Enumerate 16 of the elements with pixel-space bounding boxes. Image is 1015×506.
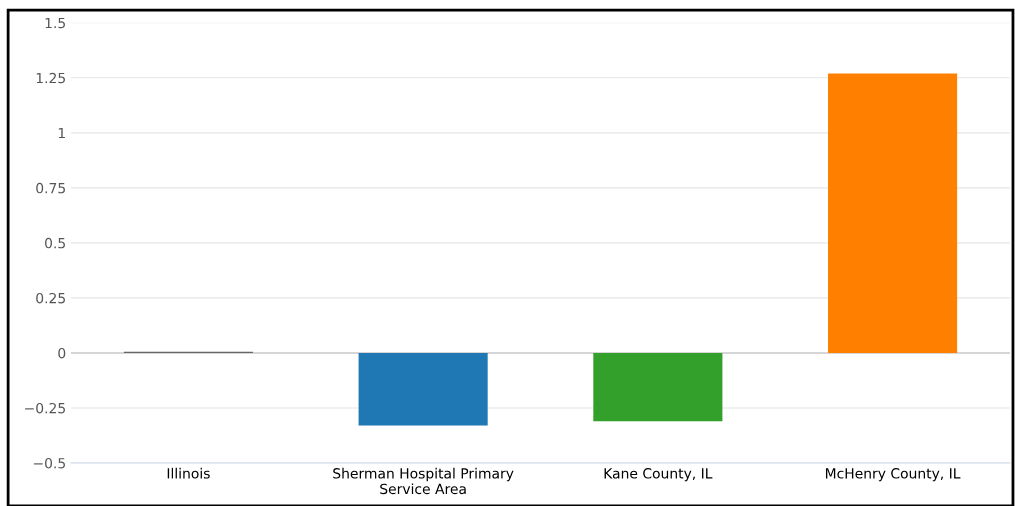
y-tick-label: −0.5 <box>33 457 65 469</box>
y-tick-label: 1.5 <box>45 17 65 29</box>
y-tick-label: 1 <box>58 127 65 139</box>
y-tick-label: 0 <box>58 347 66 359</box>
y-tick-label: 0.5 <box>45 237 65 249</box>
y-tick-label: −0.25 <box>25 402 65 414</box>
y-tick-label: 0.75 <box>36 182 65 194</box>
x-tick-label: Illinois <box>167 467 210 479</box>
bar <box>358 352 488 426</box>
bar <box>828 73 958 353</box>
y-tick-label: 0.25 <box>36 292 65 304</box>
x-tick-label: McHenry County, IL <box>825 468 961 482</box>
bar <box>593 352 723 422</box>
y-tick-label: 1.25 <box>36 72 65 84</box>
x-tick-label: Sherman Hospital Primary Service Area <box>333 467 514 495</box>
x-tick-label: Kane County, IL <box>604 468 713 482</box>
